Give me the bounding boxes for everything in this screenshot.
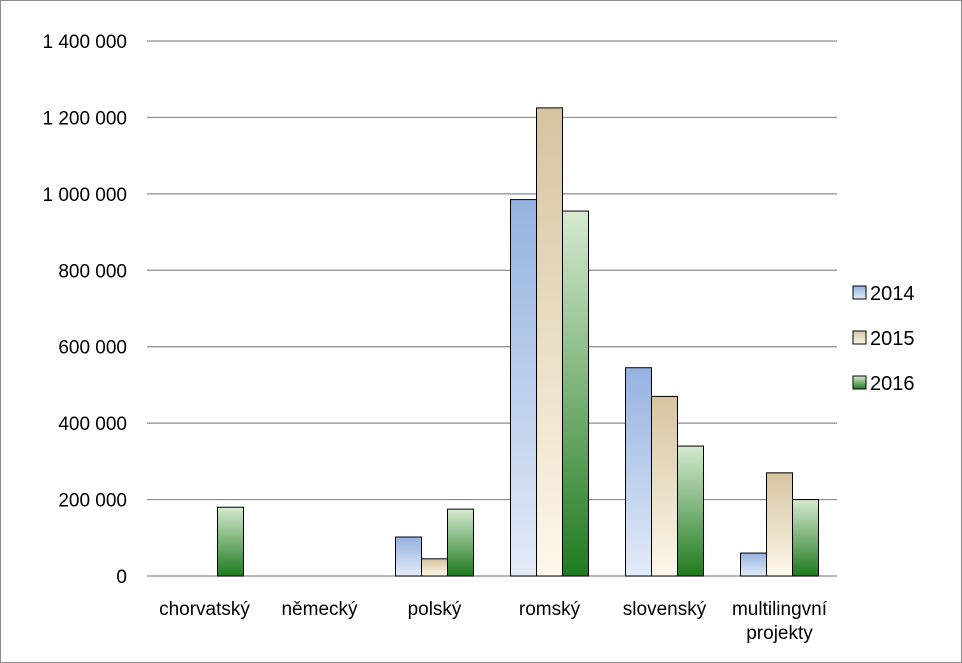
y-axis-tick-labels: 0 200 000 400 000 600 000 800 000 1 000 000 1 … [42, 32, 127, 588]
bar-2016-0 [217, 506, 244, 577]
legend-label: 2016 [870, 373, 915, 395]
y-tick-label: 1 400 000 [42, 32, 127, 53]
bars [217, 107, 819, 577]
y-tick-label: 600 000 [58, 338, 127, 359]
x-category-label: slovenský [623, 599, 707, 620]
legend-label: 2014 [870, 283, 915, 305]
legend-label: 2015 [870, 328, 915, 350]
bar-2014-3 [510, 199, 537, 577]
gridlines [147, 40, 837, 577]
x-category-label: chorvatský [159, 599, 250, 620]
bar-2015-5 [766, 472, 793, 577]
bar-2016-2 [447, 508, 474, 577]
x-category-label: německý [281, 599, 358, 620]
bar-2016-4 [677, 445, 704, 577]
bar-2014-4 [625, 367, 652, 577]
x-category-label: multilingvní projekty [732, 599, 828, 644]
y-tick-label: 800 000 [58, 261, 127, 282]
x-axis-category-labels: chorvatský německý polský romský slovenský mu… [159, 599, 828, 644]
legend-swatch-2015 [852, 330, 867, 345]
bar-2015-3 [536, 107, 563, 577]
y-tick-label: 1 200 000 [42, 108, 127, 129]
bar-2014-5 [740, 552, 767, 577]
y-tick-label: 0 [116, 567, 127, 588]
legend: 2014 2015 2016 [852, 283, 915, 395]
bar-2015-2 [421, 558, 448, 577]
bar-2015-4 [651, 395, 678, 577]
bar-2016-5 [792, 499, 819, 577]
y-tick-label: 400 000 [58, 414, 127, 435]
bar-2014-2 [395, 536, 422, 577]
bar-2016-3 [562, 210, 589, 577]
x-category-label: polský [408, 599, 462, 620]
x-category-label: romský [519, 599, 581, 620]
legend-swatch-2014 [852, 285, 867, 300]
y-tick-label: 1 000 000 [42, 185, 127, 206]
y-tick-label: 200 000 [58, 491, 127, 512]
legend-swatch-2016 [852, 375, 867, 390]
